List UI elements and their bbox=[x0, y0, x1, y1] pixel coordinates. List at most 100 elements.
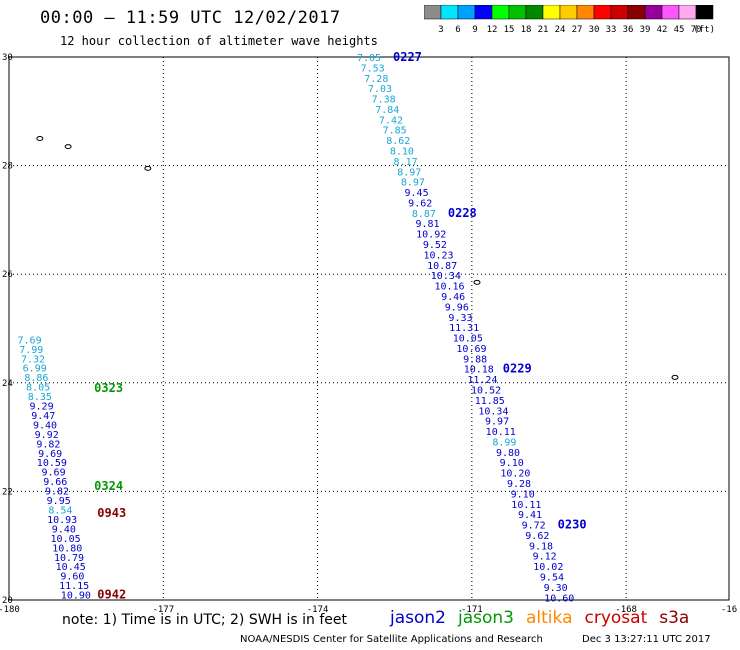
swh-value: 7.32 bbox=[21, 354, 45, 365]
swh-value: 10.11 bbox=[486, 427, 516, 438]
swh-value: 8.86 bbox=[24, 373, 48, 384]
swh-value: 9.40 bbox=[33, 420, 57, 431]
swh-value: 7.99 bbox=[19, 345, 43, 356]
swh-value: 8.62 bbox=[386, 136, 410, 147]
swh-value: 10.20 bbox=[500, 469, 530, 480]
y-tick-label: 20 bbox=[2, 596, 13, 606]
swh-value: 10.05 bbox=[453, 334, 483, 345]
swh-value: 9.72 bbox=[522, 521, 546, 532]
swh-value: 8.10 bbox=[390, 147, 414, 158]
legend-item-jason2: jason2 bbox=[390, 608, 446, 628]
plot-frame bbox=[8, 56, 730, 601]
y-tick-label: 28 bbox=[2, 162, 13, 172]
swh-value: 9.97 bbox=[485, 417, 509, 428]
footer-credit: NOAA/NESDIS Center for Satellite Applica… bbox=[240, 634, 543, 645]
swh-value: 9.33 bbox=[448, 313, 472, 324]
swh-value: 8.35 bbox=[28, 392, 52, 403]
swh-value: 9.30 bbox=[544, 583, 568, 594]
island-outline bbox=[36, 135, 44, 141]
footer-note: note: 1) Time is in UTC; 2) SWH is in fe… bbox=[62, 612, 348, 628]
swh-value: 7.05 bbox=[357, 53, 381, 64]
swh-value: 8.54 bbox=[48, 506, 72, 517]
colorbar-label: 30 bbox=[589, 25, 600, 35]
x-tick-label: -168 bbox=[615, 605, 637, 615]
swh-value: 11.31 bbox=[449, 323, 479, 334]
swh-value: 8.97 bbox=[401, 178, 425, 189]
colorbar-label: 27 bbox=[572, 25, 583, 35]
swh-value: 7.84 bbox=[375, 105, 399, 116]
swh-value: 9.28 bbox=[507, 479, 531, 490]
color-scale-bar: 3 6 9 12 15 18 21 24 27 30 33 36 39 42 45 70(ft) bbox=[424, 5, 715, 35]
swh-value: 10.92 bbox=[416, 230, 446, 241]
swh-value: 9.41 bbox=[518, 510, 542, 521]
swh-value: 9.62 bbox=[408, 198, 432, 209]
colorbar-label: 39 bbox=[640, 25, 651, 35]
colorbar-label: 24 bbox=[555, 25, 566, 35]
colorbar-label: 15 bbox=[504, 25, 515, 35]
swh-value: 10.80 bbox=[52, 543, 82, 554]
x-tick-label: -174 bbox=[307, 605, 329, 615]
colorbar-label: 3 bbox=[438, 25, 443, 35]
swh-value: 9.80 bbox=[496, 448, 520, 459]
swh-value: 7.28 bbox=[364, 74, 388, 85]
swh-value: 8.17 bbox=[394, 157, 418, 168]
y-tick-label: 24 bbox=[2, 379, 13, 389]
pass-time-label: 0323 bbox=[94, 381, 123, 395]
legend-item-cryosat: cryosat bbox=[584, 608, 648, 628]
swh-value: 9.10 bbox=[500, 458, 524, 469]
swh-value: 9.45 bbox=[405, 188, 429, 199]
colorbar-unit: (ft) bbox=[693, 25, 715, 35]
swh-value: 10.18 bbox=[464, 365, 494, 376]
swh-value: 9.40 bbox=[52, 524, 76, 535]
swh-value: 8.87 bbox=[412, 209, 436, 220]
swh-value: 9.62 bbox=[525, 531, 549, 542]
colorbar-label: 70 bbox=[691, 25, 702, 35]
swh-value: 10.52 bbox=[471, 385, 501, 396]
swh-value: 6.99 bbox=[23, 364, 47, 375]
pass-time-label: 0230 bbox=[558, 518, 587, 532]
swh-value: 10.90 bbox=[61, 591, 91, 602]
swh-value: 8.99 bbox=[492, 437, 516, 448]
swh-value: 9.92 bbox=[35, 430, 59, 441]
colorbar-label: 33 bbox=[606, 25, 617, 35]
island-outline bbox=[671, 374, 679, 380]
swh-value: 9.82 bbox=[36, 439, 60, 450]
swh-value: 9.52 bbox=[423, 240, 447, 251]
swh-value: 11.24 bbox=[467, 375, 497, 386]
colorbar-label: 36 bbox=[623, 25, 634, 35]
y-tick-label: 26 bbox=[2, 270, 13, 280]
swh-value: 9.82 bbox=[45, 487, 69, 498]
swh-value: 10.93 bbox=[47, 515, 77, 526]
swh-value: 9.95 bbox=[47, 496, 71, 507]
colorbar-label: 6 bbox=[455, 25, 460, 35]
swh-value: 9.29 bbox=[30, 402, 54, 413]
colorbar-label: 45 bbox=[674, 25, 685, 35]
swh-value: 10.79 bbox=[54, 553, 84, 564]
swh-value: 10.60 bbox=[544, 593, 574, 604]
swh-value: 7.03 bbox=[368, 84, 392, 95]
pass-time-label: 0228 bbox=[448, 206, 477, 220]
colorbar-label: 18 bbox=[521, 25, 532, 35]
pass-time-label: 0227 bbox=[393, 50, 422, 64]
legend-item-jason3: jason3 bbox=[458, 608, 514, 628]
swh-value: 7.42 bbox=[379, 115, 403, 126]
colorbar-label: 42 bbox=[657, 25, 668, 35]
swh-value: 9.60 bbox=[60, 572, 84, 583]
footer-timestamp: Dec 3 13:27:11 UTC 2017 bbox=[582, 634, 711, 645]
chart-title: 00:00 – 11:59 UTC 12/02/2017 bbox=[40, 8, 341, 28]
swh-value: 9.69 bbox=[42, 468, 66, 479]
swh-value: 8.97 bbox=[397, 167, 421, 178]
swh-value: 9.81 bbox=[416, 219, 440, 230]
swh-value: 10.11 bbox=[511, 500, 541, 511]
swh-value: 7.85 bbox=[383, 126, 407, 137]
swh-value: 10.34 bbox=[478, 406, 508, 417]
legend-item-s3a: s3a bbox=[659, 608, 690, 628]
colorbar-label: 9 bbox=[472, 25, 477, 35]
swh-value: 9.18 bbox=[529, 541, 553, 552]
colorbar-label: 21 bbox=[538, 25, 549, 35]
swh-value: 10.02 bbox=[533, 562, 563, 573]
swh-value: 10.23 bbox=[423, 250, 453, 261]
swh-value: 10.05 bbox=[51, 534, 81, 545]
y-tick-label: 30 bbox=[2, 53, 13, 63]
